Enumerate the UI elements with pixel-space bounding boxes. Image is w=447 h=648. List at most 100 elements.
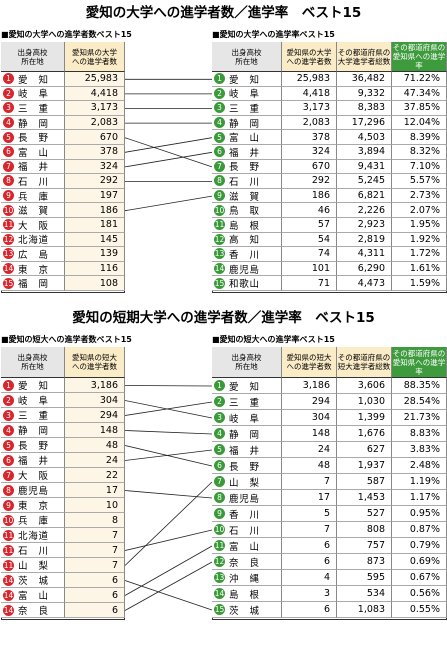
name-cell: 2 岐阜	[1, 393, 65, 408]
value-cell: 54	[282, 232, 337, 248]
prefecture: 静岡	[229, 118, 259, 130]
name-cell: 7 福井	[1, 159, 65, 175]
name-cell: 9 東京	[1, 498, 65, 513]
prefecture: 岐阜	[18, 89, 48, 101]
rank-badge: 1	[3, 73, 14, 85]
connector	[124, 195, 213, 212]
name-cell: 1 愛知	[1, 72, 65, 87]
name-cell: 6 福井	[1, 453, 65, 468]
name-cell: 4 静岡	[1, 115, 65, 131]
value-cell: 74	[282, 247, 337, 262]
value-cell: 1,083	[337, 602, 392, 618]
prefecture: 長野	[18, 441, 48, 452]
rank-badge: 1	[214, 380, 225, 391]
value-cell: 294	[65, 408, 125, 423]
connector	[124, 490, 213, 499]
value-cell: 7	[65, 543, 125, 558]
name-cell: 10 鳥取	[212, 203, 282, 218]
name-cell: 9 兵庫	[1, 188, 65, 204]
value-cell: 145	[65, 232, 125, 248]
name-cell: 9 香川	[212, 506, 282, 522]
name-cell: 8 鹿児島	[212, 490, 282, 506]
prefecture: 北海道	[18, 235, 48, 247]
value-cell: 17,296	[337, 115, 392, 131]
value-cell: 3,894	[337, 145, 392, 160]
rank-badge: 2	[3, 87, 14, 99]
name-cell: 14 東京	[1, 261, 65, 277]
prefecture: 福井	[18, 456, 48, 467]
rank-badge: 10	[214, 204, 225, 216]
value-cell: 4,311	[337, 247, 392, 262]
value-cell: 7	[282, 474, 337, 490]
column-header: 愛知県の短大 への進学者数	[282, 347, 337, 378]
connector	[124, 385, 213, 387]
name-cell: 5 福井	[212, 442, 282, 458]
value-cell: 25,983	[282, 72, 337, 87]
value-cell: 8,383	[337, 101, 392, 116]
prefecture: 長野	[18, 133, 48, 145]
value-cell: 25,983	[65, 72, 125, 87]
name-cell: 10 滋賀	[1, 203, 65, 218]
prefecture: 奈良	[229, 557, 259, 569]
prefecture: 福井	[18, 162, 48, 174]
rank-badge: 11	[3, 544, 14, 556]
rank-badge: 5	[214, 444, 225, 455]
value-cell: 294	[282, 394, 337, 410]
value-cell: 757	[337, 538, 392, 554]
value-cell: 186	[65, 203, 125, 218]
name-cell: 13 沖縄	[212, 570, 282, 586]
value-cell: 670	[65, 130, 125, 145]
value-cell: 670	[282, 159, 337, 175]
prefecture: 滋賀	[18, 206, 48, 218]
prefecture: 三重	[18, 411, 48, 422]
left-table-header: ■愛知の短大への進学者数ベスト15	[1, 335, 132, 344]
name-cell: 14 島根	[212, 586, 282, 602]
rank-badge: 11	[3, 529, 14, 541]
name-cell: 8 鹿児島	[1, 483, 65, 498]
name-cell: 7 山梨	[212, 474, 282, 490]
value-cell: 186	[282, 188, 337, 204]
value-cell: 4	[282, 570, 337, 586]
value-cell: 7	[282, 522, 337, 538]
name-cell: 4 静岡	[212, 115, 282, 131]
rank-badge: 4	[214, 428, 225, 439]
prefecture: 三重	[18, 103, 48, 115]
name-cell: 3 三重	[1, 408, 65, 423]
rank-badge: 10	[3, 514, 14, 526]
name-cell: 10 兵庫	[1, 513, 65, 528]
name-cell: 3 三重	[212, 101, 282, 116]
column-header: 出身高校 所在地	[212, 42, 282, 72]
value-cell: 873	[337, 554, 392, 570]
name-cell: 6 富山	[1, 145, 65, 160]
rank-badge: 5	[214, 131, 225, 143]
prefecture: 愛知	[229, 74, 259, 86]
prefecture: 島根	[229, 220, 259, 232]
connector	[124, 400, 213, 419]
value-cell: 4,418	[65, 86, 125, 102]
connector	[124, 545, 213, 596]
rank-badge: 6	[3, 454, 14, 466]
value-cell: 9,332	[337, 86, 392, 102]
section-title: 愛知の短期大学への進学者数／進学率 ベスト15	[72, 310, 375, 326]
connector	[124, 401, 213, 416]
name-cell: 5 長野	[1, 438, 65, 453]
rank-badge: 11	[3, 219, 14, 231]
value-cell: 148	[65, 423, 125, 438]
prefecture: 鹿児島	[229, 493, 259, 505]
rank-badge: 13	[214, 572, 225, 583]
rank-badge: 15	[3, 277, 14, 289]
prefecture: 岐阜	[229, 89, 259, 101]
rank-badge: 1	[214, 73, 225, 85]
name-cell: 14 富山	[1, 588, 65, 603]
left-table-header: ■愛知の大学への進学者数ベスト15	[1, 30, 132, 39]
column-header: 愛知県の大学 への進学者数	[65, 42, 125, 72]
prefecture: 岐阜	[229, 413, 259, 425]
value-cell: 6	[282, 538, 337, 554]
value-cell: 17	[282, 490, 337, 506]
rank-badge: 5	[3, 131, 14, 143]
prefecture: 広島	[18, 249, 48, 261]
name-cell: 5 富山	[212, 130, 282, 145]
value-cell: 3	[282, 586, 337, 602]
value-cell: 292	[282, 174, 337, 189]
value-cell: 3,186	[282, 378, 337, 394]
